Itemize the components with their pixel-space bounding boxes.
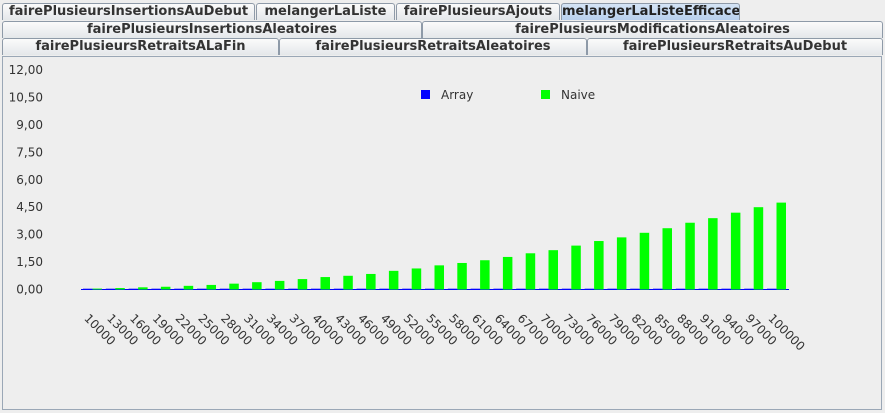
- y-tick-label: 10,50: [9, 90, 43, 104]
- bar-naive-58000: [457, 262, 467, 290]
- y-tick-label: 0,00: [16, 283, 43, 297]
- tab-row-3: fairePlusieursRetraitsALaFin fairePlusie…: [0, 38, 885, 56]
- bar-array-91000: [698, 288, 709, 290]
- bar-array-22000: [174, 288, 184, 290]
- bars: [81, 202, 789, 290]
- bar-array-70000: [539, 288, 549, 290]
- bar-array-76000: [584, 288, 595, 290]
- bar-naive-10000: [92, 288, 102, 290]
- bar-array-28000: [219, 288, 230, 290]
- bar-naive-94000: [730, 212, 741, 290]
- legend: Array Naive: [421, 88, 595, 102]
- bar-naive-13000: [115, 288, 125, 290]
- bar-array-79000: [607, 288, 617, 290]
- bar-naive-16000: [138, 287, 148, 290]
- bar-array-31000: [242, 288, 253, 290]
- bar-array-58000: [447, 288, 458, 290]
- bar-array-94000: [721, 288, 731, 290]
- bar-naive-91000: [708, 218, 718, 290]
- y-tick-label: 9,00: [16, 118, 43, 132]
- bar-naive-76000: [594, 241, 604, 290]
- bar-chart: 0,00 1,50 3,00 4,50 6,00 7,50 9,00 10,50 12,00 1…: [9, 63, 808, 354]
- bar-naive-28000: [229, 283, 239, 290]
- bar-array-82000: [630, 288, 640, 290]
- bar-array-85000: [653, 288, 663, 290]
- bar-array-64000: [493, 288, 503, 290]
- bar-array-49000: [379, 288, 389, 290]
- tab-faire-plusieurs-insertions-aleatoires[interactable]: fairePlusieursInsertionsAleatoires: [2, 21, 422, 38]
- bar-naive-46000: [366, 273, 376, 290]
- bar-naive-88000: [685, 222, 695, 290]
- tab-faire-plusieurs-ajouts[interactable]: fairePlusieursAjouts: [396, 3, 560, 20]
- bar-naive-34000: [274, 280, 285, 290]
- bar-array-34000: [265, 288, 275, 290]
- bar-array-43000: [333, 288, 344, 290]
- bar-naive-85000: [662, 228, 672, 290]
- legend-label-naive: Naive: [561, 88, 595, 102]
- bar-array-40000: [311, 288, 321, 290]
- bar-naive-49000: [388, 270, 399, 290]
- bar-naive-25000: [206, 284, 216, 290]
- bar-array-13000: [105, 288, 116, 290]
- bar-array-46000: [356, 288, 367, 290]
- y-tick-label: 6,00: [16, 173, 43, 187]
- bar-array-88000: [675, 288, 686, 290]
- bar-naive-97000: [753, 207, 764, 290]
- bar-naive-79000: [616, 237, 627, 290]
- y-tick-label: 3,00: [16, 228, 43, 242]
- tab-melanger-la-liste-efficace[interactable]: melangerLaListeEfficace: [561, 3, 740, 20]
- bar-naive-43000: [343, 275, 353, 290]
- bar-naive-19000: [160, 286, 171, 290]
- bar-array-19000: [151, 288, 161, 290]
- tab-row-2: fairePlusieursInsertionsAleatoires faire…: [0, 21, 885, 39]
- legend-label-array: Array: [441, 88, 473, 102]
- tab-faire-plusieurs-insertions-au-debut[interactable]: fairePlusieursInsertionsAuDebut: [2, 3, 255, 20]
- tab-faire-plusieurs-retraits-au-debut[interactable]: fairePlusieursRetraitsAuDebut: [587, 38, 883, 55]
- tab-row-1: fairePlusieursInsertionsAuDebut melanger…: [0, 3, 885, 21]
- bar-array-52000: [402, 288, 412, 290]
- bar-array-37000: [288, 288, 298, 290]
- y-tick-label: 4,50: [16, 200, 43, 214]
- bar-naive-70000: [548, 250, 558, 290]
- y-tick-label: 12,00: [9, 63, 43, 77]
- legend-swatch-array: [421, 90, 430, 99]
- bar-naive-31000: [252, 282, 262, 290]
- tab-faire-plusieurs-retraits-a-la-fin[interactable]: fairePlusieursRetraitsALaFin: [2, 38, 279, 55]
- bar-naive-67000: [525, 253, 536, 290]
- bar-naive-22000: [183, 285, 194, 290]
- x-axis: 1000013000160001900022000250002800031000…: [81, 311, 807, 353]
- tab-faire-plusieurs-retraits-aleatoires[interactable]: fairePlusieursRetraitsAleatoires: [279, 38, 587, 55]
- tab-faire-plusieurs-modifications-aleatoires[interactable]: fairePlusieursModificationsAleatoires: [422, 21, 883, 38]
- bar-array-97000: [744, 288, 754, 290]
- bar-naive-61000: [480, 260, 490, 290]
- bar-naive-73000: [571, 245, 581, 290]
- bar-naive-64000: [502, 256, 513, 290]
- bar-naive-40000: [320, 277, 330, 290]
- bar-naive-37000: [297, 279, 308, 290]
- bar-array-67000: [516, 288, 526, 290]
- bar-naive-55000: [434, 265, 444, 290]
- bar-naive-82000: [639, 232, 650, 290]
- legend-swatch-naive: [541, 90, 550, 99]
- bar-naive-100000: [776, 202, 786, 290]
- bar-array-10000: [83, 288, 93, 290]
- bar-array-16000: [128, 288, 139, 290]
- chart-panel: 0,00 1,50 3,00 4,50 6,00 7,50 9,00 10,50 12,00 1…: [2, 56, 882, 410]
- bar-array-100000: [767, 288, 777, 290]
- y-tick-label: 1,50: [16, 255, 43, 269]
- tab-melanger-la-liste[interactable]: melangerLaListe: [256, 3, 395, 20]
- bar-array-73000: [561, 288, 572, 290]
- bar-array-25000: [197, 288, 207, 290]
- y-tick-label: 7,50: [16, 145, 43, 159]
- bar-array-55000: [425, 288, 435, 290]
- bar-array-61000: [470, 288, 481, 290]
- y-axis: 0,00 1,50 3,00 4,50 6,00 7,50 9,00 10,50 12,00: [9, 63, 43, 297]
- bar-naive-52000: [411, 268, 422, 290]
